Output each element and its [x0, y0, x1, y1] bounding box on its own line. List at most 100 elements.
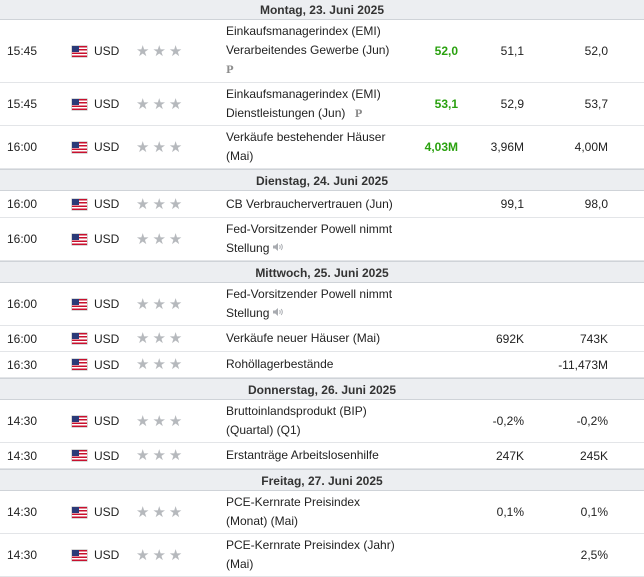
forecast-value: 99,1 [500, 197, 524, 211]
event-name-line: Dienstleistungen (Jun) [226, 105, 346, 120]
event-name[interactable]: Erstanträge Arbeitslosenhilfe [226, 443, 416, 468]
event-name-line: Rohöllagerbestände [226, 357, 334, 371]
event-name[interactable]: Verkäufe neuer Häuser (Mai) [226, 326, 416, 351]
previous-value: -0,2% [576, 414, 608, 428]
currency-label: USD [94, 505, 120, 519]
star-icon: ★ [152, 230, 166, 248]
forecast-value: 247K [495, 448, 524, 463]
day-header: Donnerstag, 26. Juni 2025 [0, 378, 644, 400]
event-name[interactable]: Fed-Vorsitzender Powell nimmt Stellung [226, 218, 416, 260]
star-icon: ★ [136, 138, 150, 156]
star-icon: ★ [152, 546, 166, 564]
star-icon: ★ [152, 195, 166, 213]
currency-label: USD [94, 97, 120, 111]
event-name[interactable]: Verkäufe bestehender Häuser (Mai) [226, 126, 416, 168]
event-name-line: Fed-Vorsitzender Powell nimmt [226, 221, 393, 236]
event-name[interactable]: CB Verbrauchervertrauen (Jun) [226, 191, 416, 217]
event-time: 16:00 [7, 197, 38, 211]
event-name-line: Einkaufsmanagerindex (EMI) [226, 86, 381, 101]
currency-label: USD [94, 44, 120, 58]
star-icon: ★ [136, 230, 150, 248]
day-header: Montag, 23. Juni 2025 [0, 0, 644, 20]
currency-label: USD [94, 414, 120, 428]
previous-value: 245K [579, 448, 608, 463]
forecast-value: 692K [495, 331, 524, 346]
event-name-line: Stellung [226, 305, 270, 320]
event-name[interactable]: Fed-Vorsitzender Powell nimmt Stellung [226, 283, 416, 325]
star-icon: ★ [168, 447, 183, 464]
us-flag-icon [72, 443, 87, 468]
star-icon: ★ [168, 230, 183, 248]
event-time: 16:00 [7, 140, 38, 154]
currency-label: USD [94, 448, 120, 463]
event-row[interactable]: 16:00 USD ★ ★ ★ CB Verbrauchervertrauen (J… [0, 191, 644, 218]
importance-stars: ★ ★ ★ [136, 534, 185, 576]
star-icon: ★ [152, 95, 166, 113]
event-row[interactable]: 16:00 USD ★ ★ ★ Verkäufe bestehender Häuse… [0, 126, 644, 169]
previous-value: 53,7 [584, 97, 608, 111]
star-icon: ★ [152, 42, 166, 60]
us-flag-icon [72, 326, 87, 351]
us-flag-icon [72, 126, 87, 168]
event-time: 16:00 [7, 297, 38, 311]
event-name[interactable]: PCE-Kernrate Preisindex (Jahr) (Mai) [226, 534, 416, 576]
forecast-value: 51,1 [500, 44, 524, 58]
us-flag-icon [72, 83, 87, 125]
event-name-line: Verarbeitendes Gewerbe (Jun) [226, 43, 390, 57]
star-icon: ★ [168, 295, 183, 313]
event-row[interactable]: 16:00 USD ★ ★ ★ Fed-Vorsitzender Powell ni… [0, 218, 644, 261]
forecast-value: 52,9 [500, 97, 524, 111]
star-icon: ★ [152, 330, 166, 347]
event-name[interactable]: Einkaufsmanagerindex (EMI) Dienstleistun… [226, 83, 416, 125]
event-row[interactable]: 15:45 USD ★ ★ ★ Einkaufsmanagerindex (EMI)… [0, 20, 644, 83]
importance-stars: ★ ★ ★ [136, 218, 185, 260]
star-icon: ★ [168, 95, 183, 113]
currency-label: USD [94, 331, 120, 346]
event-row[interactable]: 16:00 USD ★ ★ ★ Verkäufe neuer Häuser (Mai… [0, 326, 644, 352]
star-icon: ★ [136, 95, 150, 113]
event-name-line: Fed-Vorsitzender Powell nimmt [226, 286, 393, 301]
importance-stars: ★ ★ ★ [136, 126, 185, 168]
previous-value: 0,1% [580, 505, 608, 519]
event-time: 15:45 [7, 97, 38, 111]
event-row[interactable]: 14:30 USD ★ ★ ★ PCE-Kernrate Preisindex (M… [0, 491, 644, 534]
star-icon: ★ [136, 330, 150, 347]
event-time: 14:30 [7, 414, 38, 428]
star-icon: ★ [168, 138, 183, 156]
event-row[interactable]: 14:30 USD ★ ★ ★ Bruttoinlandsprodukt (BIP)… [0, 400, 644, 443]
star-icon: ★ [136, 356, 150, 373]
actual-value: 52,0 [434, 44, 458, 58]
star-icon: ★ [136, 447, 150, 464]
event-name[interactable]: Einkaufsmanagerindex (EMI) Verarbeitende… [226, 20, 416, 82]
event-name-line: CB Verbrauchervertrauen (Jun) [226, 196, 393, 211]
event-row[interactable]: 14:30 USD ★ ★ ★ Erstanträge Arbeitslosenhi… [0, 443, 644, 469]
us-flag-icon [72, 400, 87, 442]
event-time: 14:30 [7, 448, 38, 463]
star-icon: ★ [136, 546, 150, 564]
event-row[interactable]: 15:45 USD ★ ★ ★ Einkaufsmanagerindex (EMI)… [0, 83, 644, 126]
previous-value: 2,5% [580, 548, 608, 562]
star-icon: ★ [168, 330, 183, 347]
event-row[interactable]: 16:00 USD ★ ★ ★ Fed-Vorsitzender Powell ni… [0, 283, 644, 326]
importance-stars: ★ ★ ★ [136, 191, 185, 217]
event-name[interactable]: Rohöllagerbestände [226, 352, 416, 377]
importance-stars: ★ ★ ★ [136, 20, 185, 82]
star-icon: ★ [152, 295, 166, 313]
day-header: Mittwoch, 25. Juni 2025 [0, 261, 644, 283]
event-name[interactable]: PCE-Kernrate Preisindex (Monat) (Mai) [226, 491, 416, 533]
us-flag-icon [72, 352, 87, 377]
event-row[interactable]: 16:30 USD ★ ★ ★ Rohöllagerbestände -11,473… [0, 352, 644, 378]
actual-value: 53,1 [434, 97, 458, 111]
forecast-value: -0,2% [492, 414, 524, 428]
star-icon: ★ [152, 447, 166, 464]
event-row[interactable]: 14:30 USD ★ ★ ★ PCE-Kernrate Preisindex (J… [0, 534, 644, 577]
importance-stars: ★ ★ ★ [136, 283, 185, 325]
event-name-line: Einkaufsmanagerindex (EMI) [226, 24, 381, 38]
event-name[interactable]: Bruttoinlandsprodukt (BIP) (Quartal) (Q1… [226, 400, 416, 442]
event-time: 16:00 [7, 232, 38, 246]
star-icon: ★ [168, 42, 183, 60]
currency-label: USD [94, 297, 120, 311]
star-icon: ★ [168, 546, 183, 564]
preliminary-icon: P [354, 108, 363, 120]
importance-stars: ★ ★ ★ [136, 83, 185, 125]
